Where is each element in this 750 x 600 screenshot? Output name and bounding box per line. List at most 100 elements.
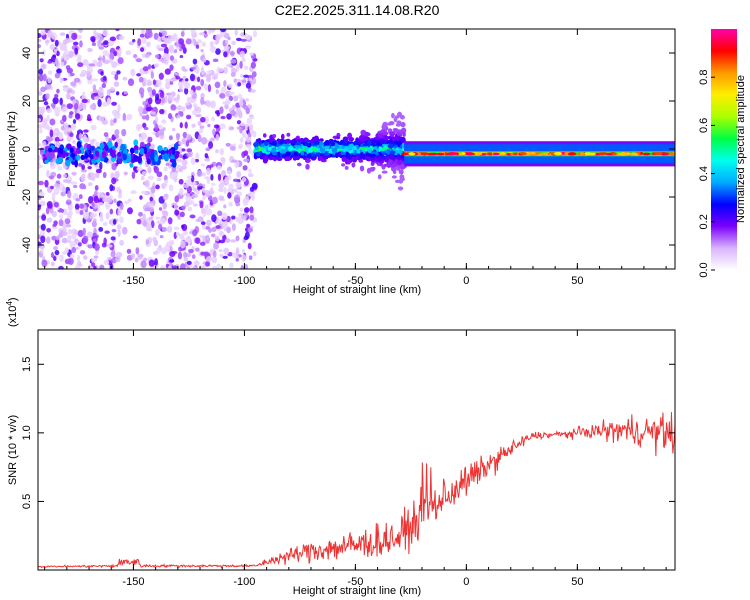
spectrogram-cell [214,235,220,242]
spectrogram-cell [378,133,383,139]
spectrogram-cell [71,32,78,41]
colorbar-tick-label: 0.8 [698,70,710,85]
spectrogram-cell [213,242,219,250]
spectrogram-cell [236,120,242,125]
spectrogram-cell [188,248,194,254]
spectrogram-peak [642,152,651,156]
spectrogram-cell [69,72,75,77]
spectrogram-cell [107,244,113,248]
spectrogram-cell [196,76,201,83]
spectrogram-cell [66,135,72,143]
spectrogram-cell [75,209,80,214]
spectrogram-cell [204,100,212,107]
spectrogram-cell [231,215,236,220]
spectrogram-cell [211,196,218,205]
spectrogram-cell [111,135,117,141]
spectrogram-cell [262,133,267,138]
spectrogram-cell [222,255,228,259]
spectrogram-cell [182,183,190,189]
spectrogram-cell [80,174,86,182]
spectrogram-cell [367,148,372,154]
spectrogram-cell [201,187,206,192]
spectrogram-cell [242,131,246,138]
spectrogram-cell [93,195,99,204]
spectrogram-cell [159,90,165,99]
spectrogram-cell [163,37,170,44]
spectrogram-cell [65,223,72,228]
spectrogram-cell [87,166,92,170]
snr-y-tick-label: 1.0 [21,425,33,440]
spectrogram-cell [218,187,224,193]
colorbar: 0.0 0.2 0.4 0.6 0.8 Normalized spectral ampl… [698,29,747,278]
spectrogram-cell [184,87,189,95]
spectrogram-cell [39,148,45,156]
spectrogram-cell [133,139,139,147]
spectrogram-cell [84,152,89,159]
spectrogram-cell [89,212,95,220]
spectrogram-cell [145,222,152,231]
spectrogram-cell [300,150,305,156]
spectrogram-cell [178,167,183,173]
spectrogram-cell [199,125,205,129]
spectrogram-cell [233,194,241,203]
spectrogram-cell [204,33,209,37]
spectrogram-cell [249,116,255,120]
spectrogram-cell [241,254,247,262]
snr-panel: -150 -100 -50 0 50 0.5 1.0 1.5 Height of strai… [5,297,676,597]
spectrogram-cell [76,141,82,149]
spectrogram-cell [196,39,202,44]
spectrogram-cell [184,121,188,129]
spectrogram-cell [73,102,79,111]
spectrogram-cell [112,145,116,151]
spectrogram-cell [203,251,210,257]
spectrogram-cell [398,129,405,133]
spectrogram-x-tick-label: 0 [463,275,469,287]
spectrogram-cell [173,49,178,54]
spectrogram-cell [363,142,369,147]
spectrogram-y-tick-label: 40 [21,47,33,59]
spectrogram-cell [161,35,166,41]
spectrogram-cell [249,214,255,221]
spectrogram-cell [204,261,211,267]
spectrogram-cell [203,83,209,91]
spectrogram-cell [340,151,345,156]
spectrogram-cell [113,81,120,87]
spectrogram-cell [235,217,240,222]
spectrogram-cell [50,185,54,190]
spectrogram-cell [38,180,44,186]
spectrogram-cell [154,155,159,162]
spectrogram-cell [167,265,172,269]
spectrogram-cell [210,233,216,238]
spectrogram-cell [176,115,181,119]
spectrogram-cell [179,111,184,117]
spectrogram-cell [70,136,74,140]
spectrogram-cell [211,226,217,233]
spectrogram-cell [44,159,49,164]
spectrogram-cell [206,167,211,176]
spectrogram-cell [156,220,161,224]
spectrogram-cell [176,93,181,101]
spectrogram-cell [243,65,249,70]
spectrogram-cell [42,73,47,82]
spectrogram-cell [169,80,174,85]
spectrogram-cell [212,128,216,136]
spectrogram-cell [189,73,196,82]
spectrogram-cell [185,179,192,184]
spectrogram-cell [144,53,150,58]
spectrogram-cell [91,201,95,208]
spectrogram-cell [246,223,251,229]
spectrogram-cell [113,50,118,57]
spectrogram-peak [524,152,533,155]
spectrogram-cell [72,41,79,46]
spectrogram-cell [381,124,386,130]
spectrogram-cell [232,178,239,183]
spectrogram-cell [347,154,352,161]
spectrogram-cell [158,154,163,160]
spectrogram-cell [246,117,253,125]
spectrogram-cell [49,129,54,138]
spectrogram-cell [68,210,74,216]
spectrogram-cell [186,175,192,180]
spectrogram-cell [40,223,46,231]
spectrogram-cell [158,58,165,62]
spectrogram-cell [134,257,139,263]
